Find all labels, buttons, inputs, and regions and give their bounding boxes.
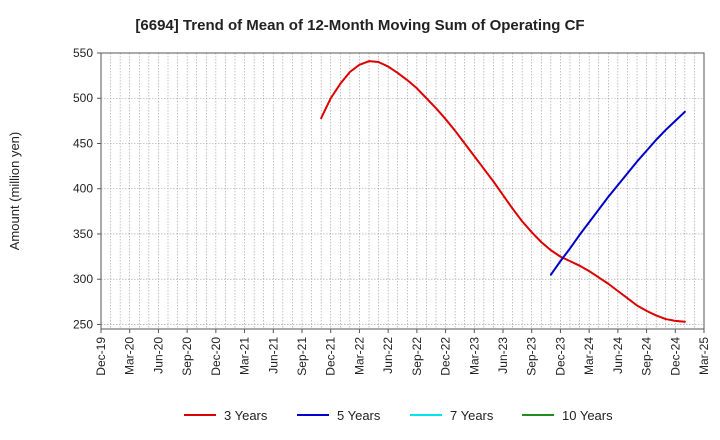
x-tick-label: Sep-24 [640,337,654,376]
x-tick-label: Mar-20 [123,337,137,375]
series-lines [320,60,686,323]
y-tick-label: 500 [73,91,93,105]
x-tick-label: Sep-23 [525,337,539,376]
x-tick-label: Mar-24 [582,337,596,375]
legend-label-3-years: 3 Years [224,408,268,423]
legend-label-10-years: 10 Years [562,408,613,423]
x-tick-label: Jun-23 [496,337,510,374]
x-tick-label: Jun-21 [266,337,280,374]
y-tick-label: 300 [73,272,93,286]
legend: 3 Years 5 Years 7 Years 10 Years [184,408,613,423]
plot-area [101,53,704,329]
axes: 250 300 350 400 450 500 550 Dec-19 Mar-20 Jun-20 S… [73,46,711,376]
x-tick-label: Jun-22 [381,337,395,374]
x-tick-label: Dec-19 [94,337,108,376]
x-tick-label: Mar-22 [352,337,366,375]
y-tick-label: 450 [73,136,93,150]
x-tick-label: Mar-25 [697,337,711,375]
y-tick-label: 350 [73,227,93,241]
series-line-5-years [549,110,686,276]
y-tick-label: 400 [73,182,93,196]
series-line-3-years [320,60,686,323]
x-tick-label: Dec-23 [553,337,567,376]
x-tick-label: Dec-22 [439,337,453,376]
x-tick-label: Sep-20 [180,337,194,376]
x-tick-label: Jun-20 [151,337,165,374]
plot-frame [100,52,705,330]
x-tick-label: Sep-22 [410,337,424,376]
x-tick-label: Mar-21 [238,337,252,375]
y-tick-label: 550 [73,46,93,60]
x-tick-label: Sep-21 [295,337,309,376]
x-tick-label: Jun-24 [611,337,625,374]
x-tick-label: Mar-23 [467,337,481,375]
x-tick-label: Dec-21 [324,337,338,376]
grid [101,53,704,329]
x-tick-label: Dec-20 [209,337,223,376]
legend-label-5-years: 5 Years [337,408,381,423]
legend-label-7-years: 7 Years [450,408,494,423]
y-axis-label: Amount (million yen) [7,132,22,251]
y-tick-label: 250 [73,317,93,331]
x-tick-label: Dec-24 [668,337,682,376]
chart-title: [6694] Trend of Mean of 12-Month Moving … [135,17,584,34]
